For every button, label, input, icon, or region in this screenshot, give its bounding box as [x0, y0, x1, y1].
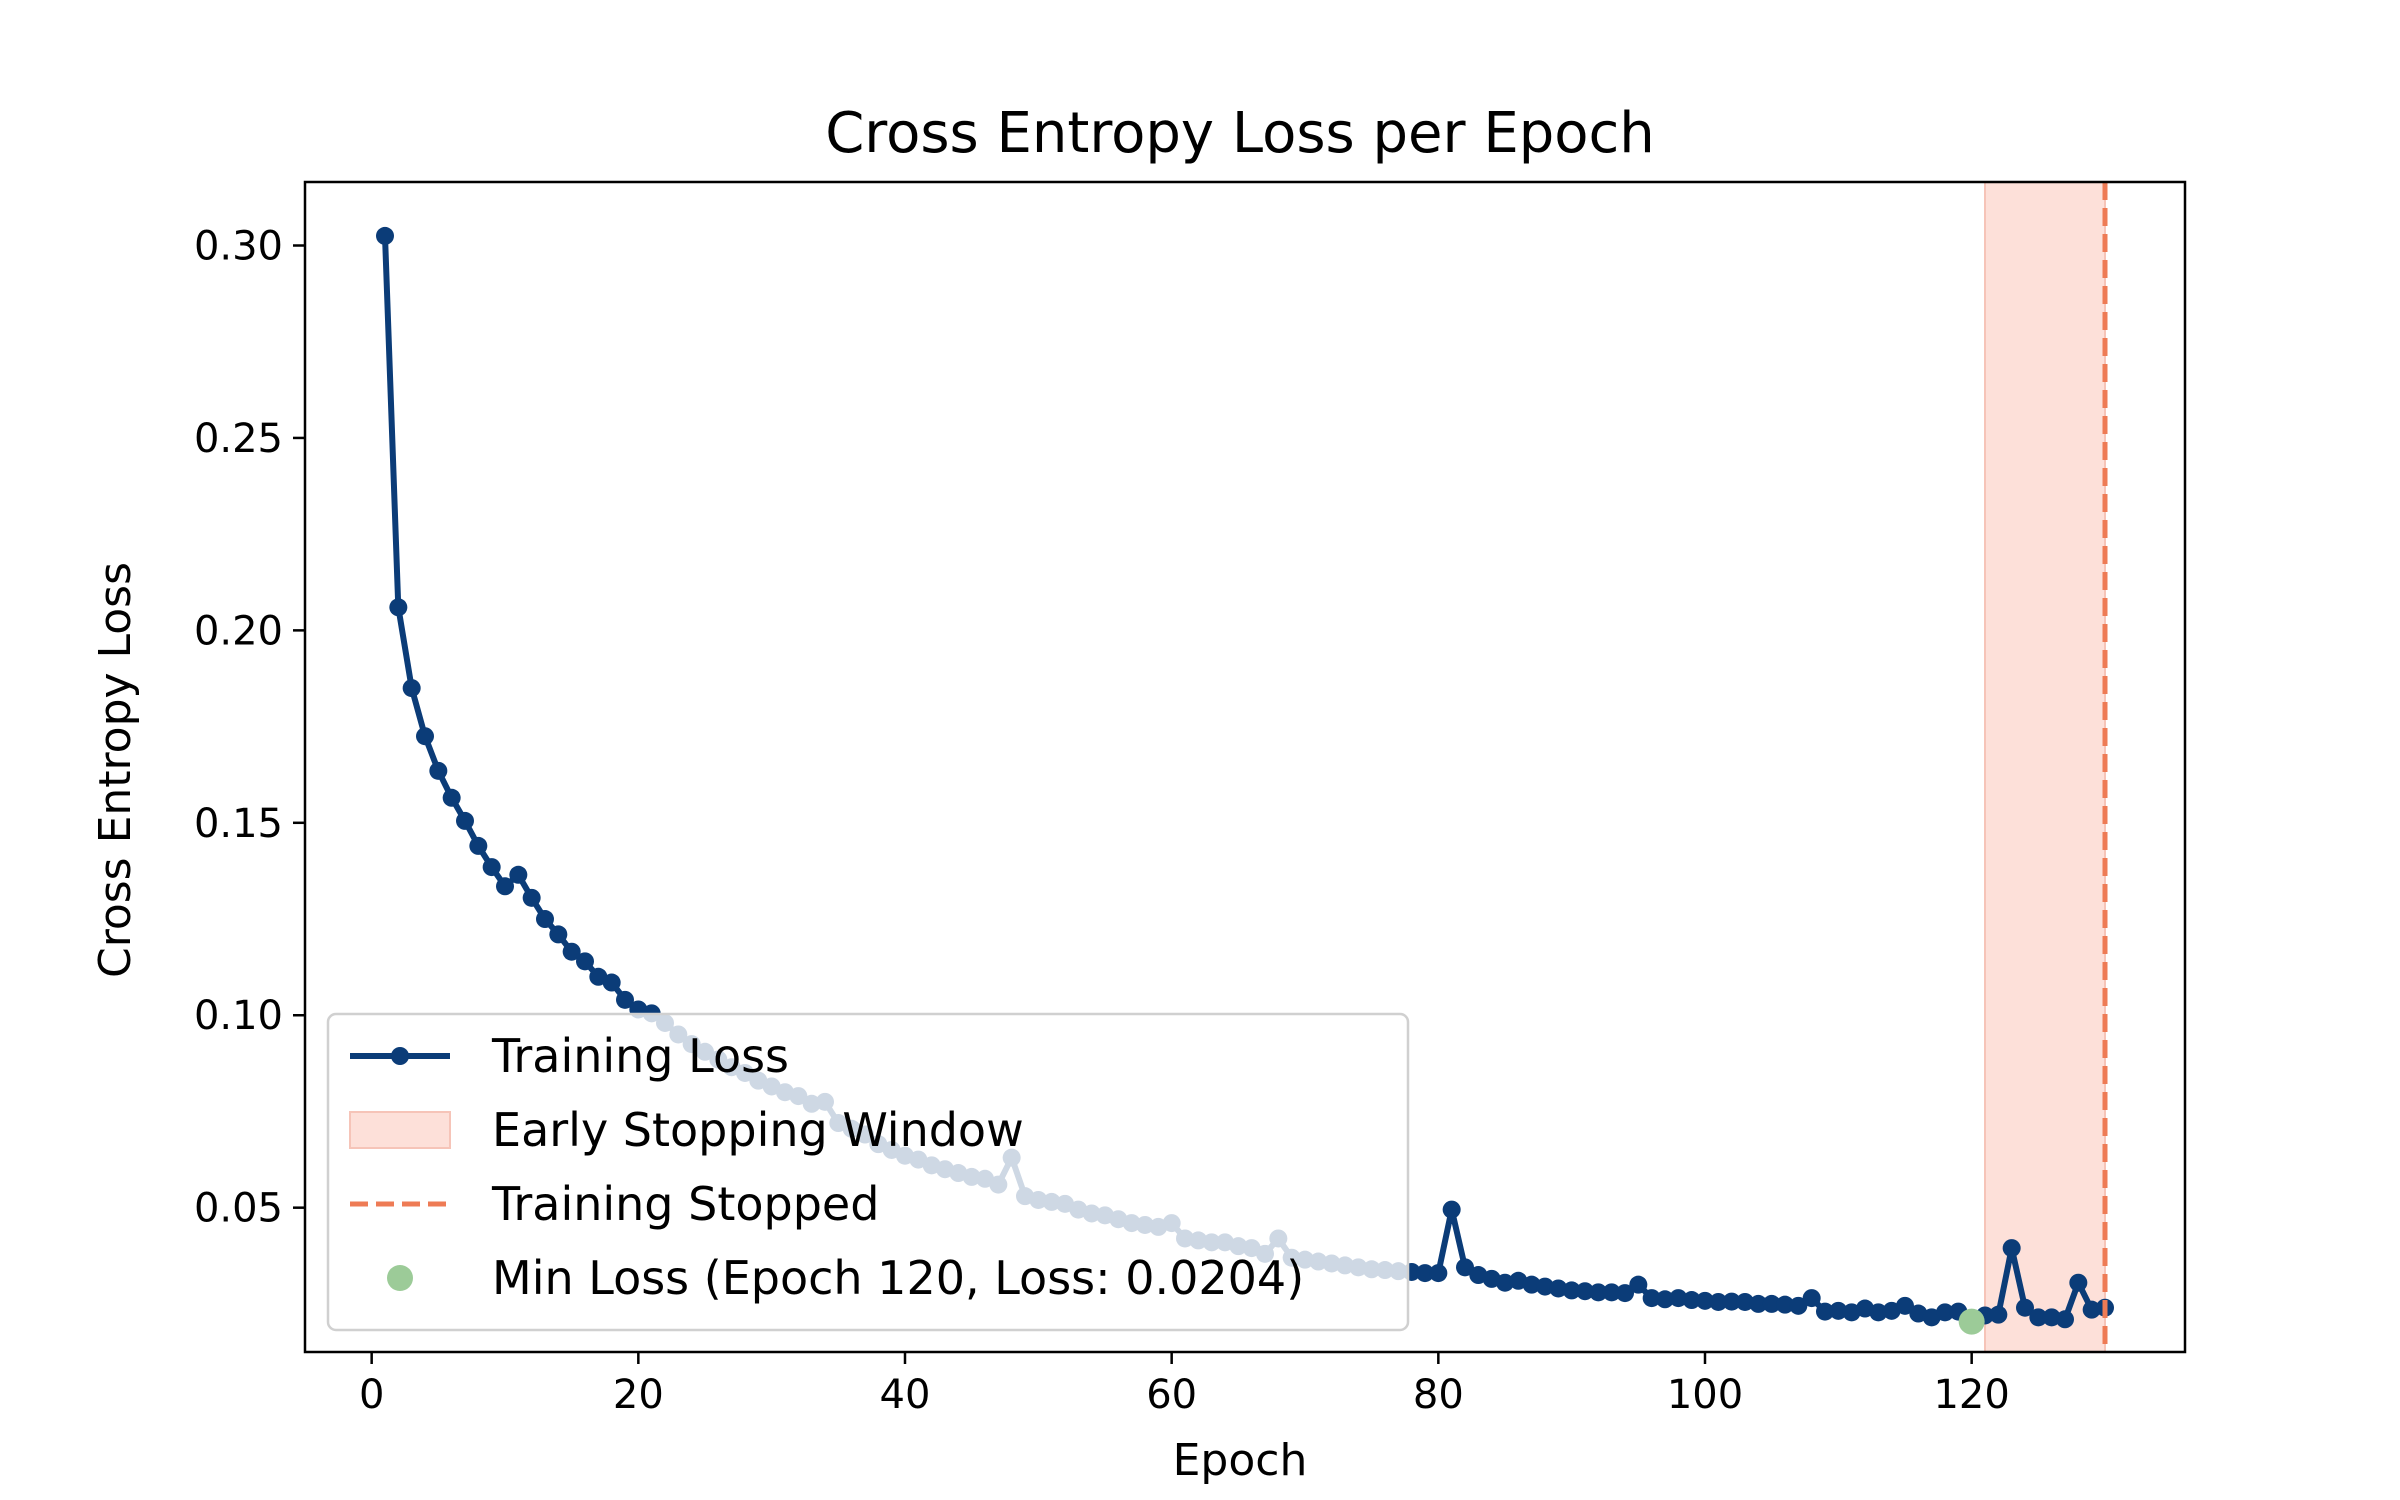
- x-tick-label: 80: [1413, 1372, 1464, 1418]
- training-loss-point: [429, 761, 448, 780]
- training-loss-point: [549, 925, 568, 944]
- training-loss-point: [1816, 1302, 1834, 1321]
- y-tick-label: 0.15: [194, 801, 283, 847]
- x-tick-label: 40: [880, 1372, 931, 1418]
- training-loss-point: [1522, 1275, 1541, 1294]
- training-loss-point: [1656, 1290, 1674, 1309]
- training-loss-point: [2002, 1239, 2021, 1258]
- training-loss-point: [2056, 1310, 2074, 1329]
- training-loss-point: [1802, 1289, 1821, 1308]
- y-axis-label: Cross Entropy Loss: [90, 562, 141, 978]
- training-loss-point: [482, 858, 501, 877]
- training-loss-point: [2042, 1308, 2061, 1327]
- y-tick-label: 0.20: [194, 608, 283, 654]
- training-loss-point: [1749, 1294, 1768, 1313]
- training-loss-point: [1416, 1264, 1434, 1283]
- training-loss-point: [1536, 1277, 1554, 1296]
- legend-label-training-loss: Training Loss: [491, 1029, 789, 1083]
- training-loss-point: [456, 811, 474, 830]
- x-tick-label: 0: [359, 1372, 384, 1418]
- chart-title: Cross Entropy Loss per Epoch: [825, 101, 1655, 166]
- training-loss-point: [1602, 1283, 1621, 1302]
- training-loss-point: [616, 990, 634, 1009]
- training-loss-point: [1442, 1200, 1461, 1219]
- training-loss-point: [1722, 1292, 1741, 1311]
- training-loss-point: [1762, 1294, 1781, 1313]
- training-loss-point: [1562, 1281, 1581, 1300]
- training-loss-point: [2082, 1300, 2101, 1319]
- y-tick-label: 0.25: [194, 416, 283, 462]
- x-tick-label: 60: [1146, 1372, 1197, 1418]
- axes-frame: [303, 180, 2187, 1354]
- legend-min-handle: [387, 1265, 413, 1291]
- legend-box: [326, 1012, 1410, 1332]
- y-tick-label: 0.30: [194, 224, 283, 270]
- training-loss-point: [2029, 1308, 2048, 1327]
- training-loss-point: [1936, 1303, 1954, 1322]
- training-loss-point: [1616, 1284, 1634, 1303]
- legend-window-handle: [349, 1111, 451, 1149]
- training-loss-point: [562, 942, 581, 961]
- training-loss-point: [522, 888, 541, 907]
- legend: Training Loss Early Stopping Window Traini…: [326, 1012, 1410, 1332]
- training-loss-point: [1456, 1258, 1474, 1277]
- x-axis-label: Epoch: [1173, 1435, 1308, 1486]
- training-loss-point: [1776, 1295, 1794, 1314]
- training-loss-point: [1682, 1291, 1701, 1310]
- training-loss-point: [1629, 1275, 1648, 1294]
- training-loss-point: [1549, 1279, 1568, 1298]
- training-loss-point: [1709, 1292, 1728, 1311]
- training-loss-point: [1576, 1282, 1594, 1301]
- training-loss-point: [536, 910, 554, 929]
- legend-point-handle: [391, 1047, 409, 1065]
- training-loss-point: [602, 973, 621, 992]
- training-loss-point: [376, 226, 394, 245]
- training-loss-point: [1789, 1296, 1808, 1315]
- training-loss-point: [389, 598, 408, 617]
- training-loss-point: [496, 877, 514, 896]
- training-loss-point: [1896, 1296, 1914, 1315]
- y-tick-label: 0.10: [194, 993, 283, 1039]
- training-loss-point: [469, 836, 488, 855]
- training-loss-point: [2069, 1273, 2088, 1292]
- training-loss-point: [576, 952, 594, 971]
- training-loss-point: [1869, 1303, 1888, 1322]
- training-loss-point: [1696, 1291, 1714, 1310]
- training-loss-point: [1736, 1292, 1754, 1311]
- x-tick-label: 120: [1933, 1372, 2009, 1418]
- training-loss-point: [509, 865, 528, 884]
- training-loss-point: [1829, 1301, 1848, 1320]
- min-loss-marker: [1958, 1308, 1985, 1335]
- training-loss-point: [2016, 1298, 2034, 1317]
- training-loss-point: [442, 788, 461, 807]
- training-loss-point: [1989, 1305, 2008, 1324]
- legend-label-min-loss: Min Loss (Epoch 120, Loss: 0.0204): [492, 1251, 1304, 1305]
- x-tick-label: 100: [1667, 1372, 1743, 1418]
- y-tick-label: 0.05: [194, 1186, 283, 1232]
- training-loss-point: [1642, 1289, 1661, 1308]
- training-loss-point: [1669, 1289, 1688, 1308]
- early-stopping-window: [1984, 181, 2106, 1353]
- training-loss-point: [1429, 1264, 1448, 1283]
- training-loss-point: [416, 727, 434, 746]
- training-loss-point: [1589, 1283, 1608, 1302]
- training-loss-point: [1496, 1273, 1514, 1292]
- legend-label-stopped: Training Stopped: [491, 1177, 879, 1231]
- legend-label-window: Early Stopping Window: [492, 1103, 1024, 1157]
- training-loss-point: [402, 679, 421, 698]
- x-tick-label: 20: [613, 1372, 664, 1418]
